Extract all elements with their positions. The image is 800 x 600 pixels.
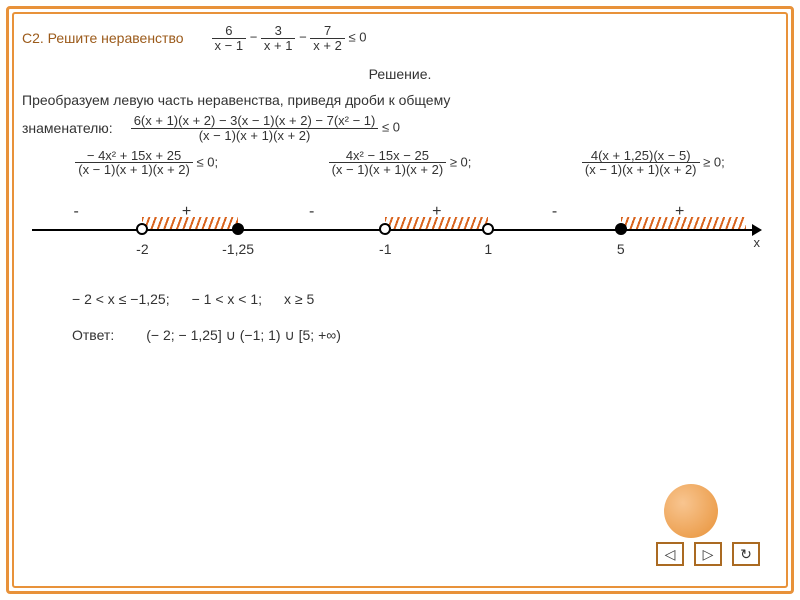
axis-point-label: -1 (379, 241, 391, 257)
step2c: 4(x + 1,25)(x − 5)(x − 1)(x + 1)(x + 2) … (582, 149, 725, 177)
solution-title: Решение. (22, 66, 778, 82)
sign-label: + (182, 203, 191, 221)
text-line-2: знаменателю: (22, 120, 113, 136)
fraction-1: 6 x − 1 (212, 24, 247, 52)
reload-button[interactable]: ↻ (732, 542, 760, 566)
next-button[interactable]: ▷ (694, 542, 722, 566)
next-icon: ▷ (703, 546, 714, 563)
axis-point (136, 223, 148, 235)
prev-button[interactable]: ◁ (656, 542, 684, 566)
axis-point-label: 5 (617, 241, 625, 257)
step2a: − 4x² + 15x + 25(x − 1)(x + 1)(x + 2) ≤ … (75, 149, 218, 177)
circle-decoration-icon (664, 484, 718, 538)
answer-row: Ответ: (− 2; − 1,25] ∪ (−1; 1) ∪ [5; +∞) (72, 327, 778, 344)
axis-point-label: -2 (136, 241, 148, 257)
slide-content: С2. Решите неравенство 6 x − 1 − 3 x + 1… (22, 22, 778, 578)
fraction-2: 3 x + 1 (261, 24, 296, 52)
axis-point (232, 223, 244, 235)
interval-row: − 2 < x ≤ −1,25; − 1 < x < 1; x ≥ 5 (72, 291, 778, 307)
reload-icon: ↻ (740, 546, 752, 563)
sign-label: - (309, 203, 314, 221)
axis-point (615, 223, 627, 235)
axis-point (482, 223, 494, 235)
step1-row: знаменателю: 6(x + 1)(x + 2) − 3(x − 1)(… (22, 114, 778, 142)
fraction-3: 7 x + 2 (310, 24, 345, 52)
sign-label: + (432, 203, 441, 221)
step2b: 4x² − 15x − 25(x − 1)(x + 1)(x + 2) ≥ 0; (329, 149, 472, 177)
step2-row: − 4x² + 15x + 25(x − 1)(x + 1)(x + 2) ≤ … (22, 149, 778, 177)
problem-statement: С2. Решите неравенство 6 x − 1 − 3 x + 1… (22, 24, 778, 52)
problem-label: С2. Решите неравенство (22, 30, 184, 46)
answer-value: (− 2; − 1,25] ∪ (−1; 1) ∪ [5; +∞) (146, 327, 341, 344)
text-line-1: Преобразуем левую часть неравенства, при… (22, 92, 778, 108)
interval-a: − 2 < x ≤ −1,25; (72, 291, 170, 307)
axis-x-label: x (754, 235, 761, 250)
interval-c: x ≥ 5 (284, 291, 314, 307)
sign-label: + (675, 203, 684, 221)
number-line: x - + - + - + -2 -1,25 -1 1 5 (32, 187, 768, 277)
prev-icon: ◁ (665, 546, 676, 563)
sign-label: - (73, 203, 78, 221)
step1-eq: 6(x + 1)(x + 2) − 3(x − 1)(x + 2) − 7(x²… (131, 114, 400, 142)
axis-point-label: -1,25 (222, 241, 254, 257)
answer-label: Ответ: (72, 327, 114, 343)
axis-point-label: 1 (484, 241, 492, 257)
nav-controls: ◁ ▷ ↻ (656, 542, 760, 566)
sign-label: - (552, 203, 557, 221)
inequality: 6 x − 1 − 3 x + 1 − 7 x + 2 ≤ 0 (212, 24, 367, 52)
axis-point (379, 223, 391, 235)
interval-b: − 1 < x < 1; (192, 291, 262, 307)
